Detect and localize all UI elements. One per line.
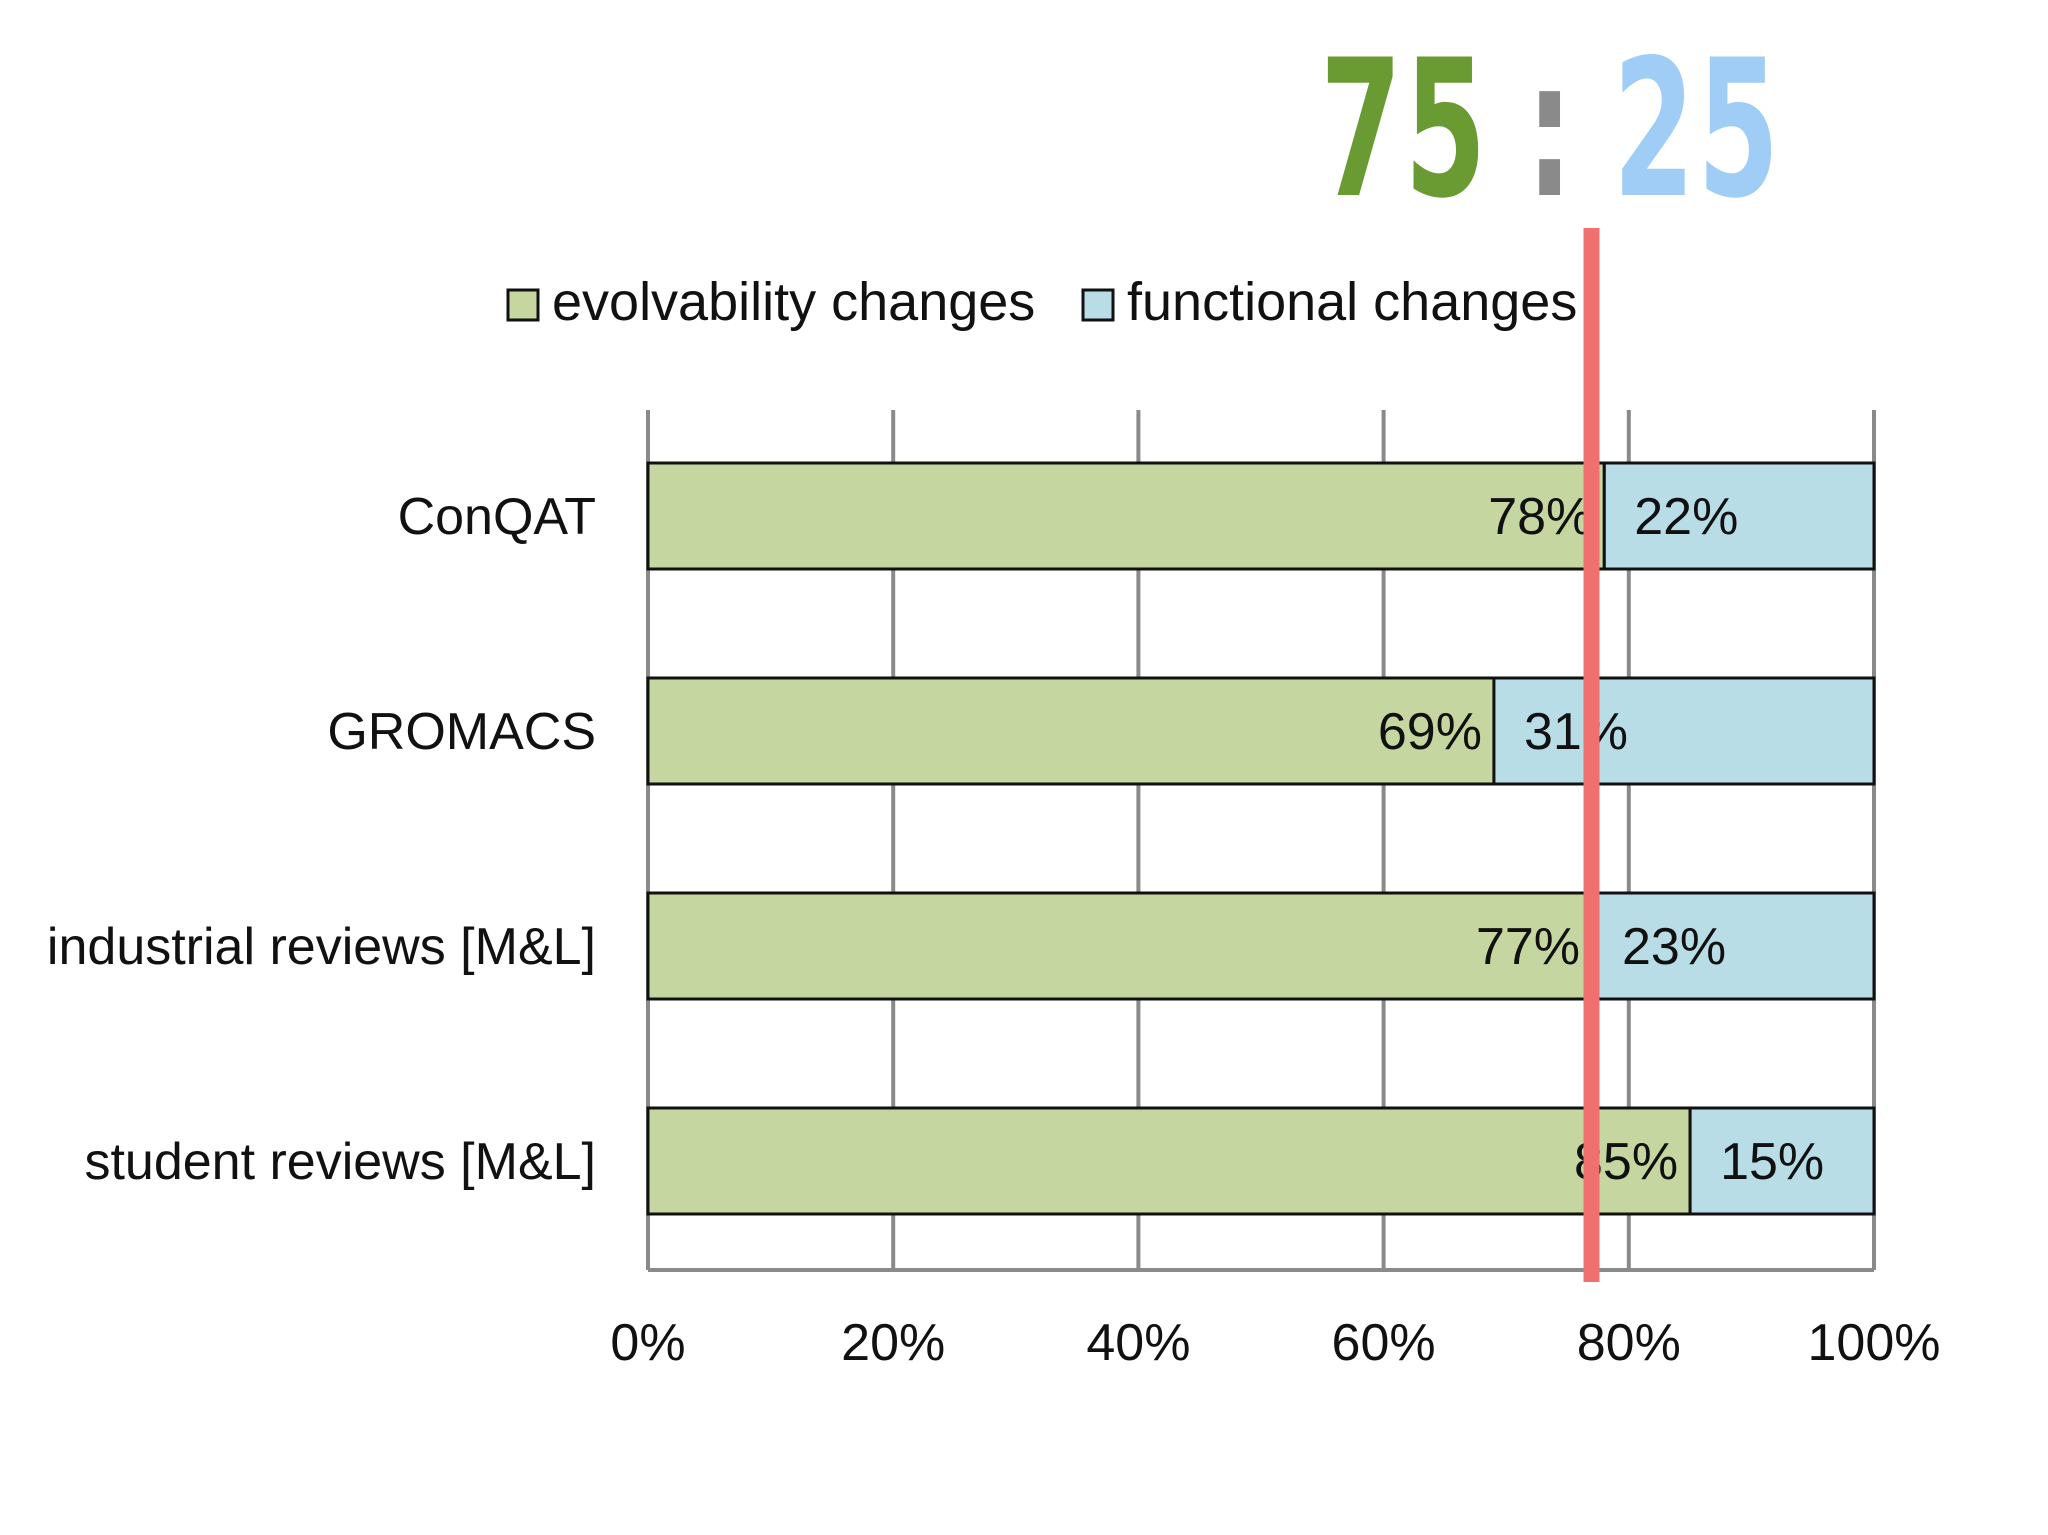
data-label-evolvability: 77% (1476, 918, 1580, 976)
category-label: student reviews [M&L] (84, 1133, 596, 1191)
legend-swatch (506, 288, 540, 322)
bar-segment-functional (1688, 1106, 1876, 1216)
data-label-evolvability: 69% (1378, 703, 1482, 761)
ratio-functional-value: 25 (1612, 19, 1782, 240)
bar-segment-functional (1590, 891, 1876, 1001)
data-label-functional: 22% (1634, 488, 1738, 546)
x-tick-label: 100% (1808, 1314, 1941, 1372)
ratio-headline: 75:25 (1320, 30, 1782, 230)
legend-item-evolvability: evolvability changes (506, 272, 1035, 332)
bar-segment-evolvability (646, 461, 1606, 571)
bar-segment-functional (1602, 461, 1876, 571)
ratio-separator: : (1526, 19, 1576, 240)
category-label: GROMACS (327, 703, 596, 761)
legend: evolvability changes functional changes (506, 272, 1577, 332)
legend-label: evolvability changes (552, 272, 1035, 332)
data-label-functional: 23% (1622, 918, 1726, 976)
legend-item-functional: functional changes (1081, 272, 1577, 332)
x-tick-label: 60% (1332, 1314, 1436, 1372)
x-tick-label: 0% (610, 1314, 685, 1372)
x-tick-label: 40% (1086, 1314, 1190, 1372)
category-label: ConQAT (398, 488, 596, 546)
ratio-evolvability-value: 75 (1320, 19, 1489, 240)
category-label: industrial reviews [M&L] (47, 918, 596, 976)
data-label-functional: 15% (1720, 1133, 1824, 1191)
bar-segment-functional (1492, 676, 1876, 786)
legend-swatch (1081, 288, 1115, 322)
legend-label: functional changes (1127, 272, 1577, 332)
x-tick-label: 20% (841, 1314, 945, 1372)
category-labels: ConQAT GROMACS industrial reviews [M&L] stu… (47, 488, 596, 1191)
bars: 78% 22%69% 31%77% 23%85% 15% (646, 461, 1876, 1216)
data-label-evolvability: 78% (1488, 488, 1592, 546)
bar-segment-evolvability (646, 676, 1496, 786)
bar-segment-evolvability (646, 891, 1594, 1001)
x-axis-ticks: 0% 20% 40% 60% 80% 100% (610, 1314, 1940, 1372)
data-label-functional: 31% (1524, 703, 1628, 761)
bar-segment-evolvability (646, 1106, 1692, 1216)
x-tick-label: 80% (1577, 1314, 1681, 1372)
